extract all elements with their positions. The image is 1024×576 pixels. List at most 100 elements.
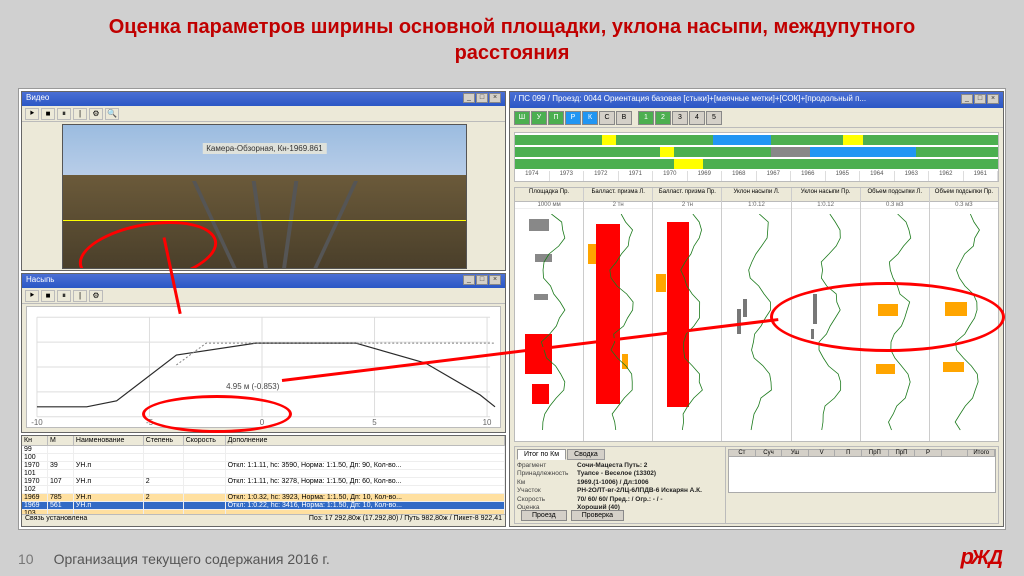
footer-text: Организация текущего содержания 2016 г. bbox=[54, 551, 330, 567]
table-column-header[interactable]: М bbox=[48, 436, 74, 445]
km-label: 1972 bbox=[584, 171, 619, 181]
info-buttons: Проезд Проверка bbox=[521, 510, 624, 521]
km-label: 1964 bbox=[860, 171, 895, 181]
rail-line bbox=[282, 181, 299, 269]
svg-text:-10: -10 bbox=[31, 418, 43, 427]
channel-toggle[interactable]: 2 bbox=[655, 111, 671, 125]
camera-titlebar: Видео _ □ × bbox=[22, 92, 505, 106]
strip-title: / ПС 099 / Проезд: 0044 Ориентация базов… bbox=[514, 94, 866, 106]
toolbar-button[interactable]: ■ bbox=[41, 108, 55, 120]
km-label: 1973 bbox=[550, 171, 585, 181]
action-button[interactable]: Проверка bbox=[571, 510, 624, 521]
maximize-icon[interactable]: □ bbox=[476, 93, 488, 103]
measurement-line bbox=[63, 220, 466, 221]
channel-toggle[interactable]: В bbox=[616, 111, 632, 125]
profile-titlebar: Насыпь _ □ × bbox=[22, 274, 505, 288]
profile-canvas: 4.95 м (-0.853) -10-50510 bbox=[26, 306, 501, 428]
channel-toggle[interactable]: 3 bbox=[672, 111, 688, 125]
km-label: 1966 bbox=[791, 171, 826, 181]
overview-km-labels: 1974197319721971197019691968196719661965… bbox=[515, 171, 998, 181]
profile-title: Насыпь bbox=[26, 275, 54, 287]
maximize-icon[interactable]: □ bbox=[974, 94, 986, 104]
table-column-header[interactable]: Дополнение bbox=[226, 436, 505, 445]
strip-column: Площадка Пр.1000 мм bbox=[515, 188, 584, 441]
channel-toggle[interactable]: Р bbox=[565, 111, 581, 125]
channel-toggle[interactable]: 4 bbox=[689, 111, 705, 125]
rzd-logo: ЖД bbox=[961, 544, 1002, 570]
table-row[interactable]: 99 bbox=[22, 446, 505, 454]
strip-column-header: Объем подсыпки Л. bbox=[861, 188, 929, 202]
camera-view: Камера-Обзорная, Кн-1969.861 bbox=[62, 124, 467, 269]
toolbar-button[interactable]: ■ bbox=[41, 290, 55, 302]
minimize-icon[interactable]: _ bbox=[961, 94, 973, 104]
toolbar-button[interactable]: ⏸ bbox=[57, 290, 71, 302]
strip-column-header: Объем подсыпки Пр. bbox=[930, 188, 998, 202]
table-column-header[interactable]: Скорость bbox=[184, 436, 226, 445]
toolbar-button[interactable]: ⯈ bbox=[25, 290, 39, 302]
table-column-header[interactable]: Наименование bbox=[74, 436, 144, 445]
camera-window: Видео _ □ × ⯈■⏸|⚙🔍 Камера-Обзорная, Кн-1… bbox=[21, 91, 506, 271]
window-buttons: _ □ × bbox=[463, 93, 501, 105]
info-tabs: Итог по КмСводка bbox=[517, 449, 723, 460]
info-tab[interactable]: Итог по Км bbox=[517, 449, 566, 460]
table-row[interactable]: 197039УН.пОткл: 1:1.11, hс: 3590, Норма:… bbox=[22, 462, 505, 470]
table-column-header[interactable]: Кн bbox=[22, 436, 48, 445]
table-column-header[interactable]: Степень bbox=[144, 436, 184, 445]
table-row[interactable]: 1970107УН.п2Откл: 1:1.11, hс: 3278, Норм… bbox=[22, 478, 505, 486]
close-icon[interactable]: × bbox=[489, 275, 501, 285]
km-label: 1974 bbox=[515, 171, 550, 181]
overview-strip: 1974197319721971197019691968196719661965… bbox=[514, 132, 999, 182]
toolbar-button[interactable]: 🔍 bbox=[105, 108, 119, 120]
toolbar-button[interactable]: ⏸ bbox=[57, 108, 71, 120]
strip-column: Балласт. призма Пр.2 тн bbox=[653, 188, 722, 441]
close-icon[interactable]: × bbox=[987, 94, 999, 104]
channel-toggle[interactable]: 1 bbox=[638, 111, 654, 125]
strip-column: Балласт. призма Л.2 тн bbox=[584, 188, 653, 441]
svg-text:5: 5 bbox=[372, 418, 377, 427]
info-tab[interactable]: Сводка bbox=[567, 449, 605, 460]
close-icon[interactable]: × bbox=[489, 93, 501, 103]
table-row[interactable]: 102 bbox=[22, 486, 505, 494]
camera-toolbar: ⯈■⏸|⚙🔍 bbox=[22, 106, 505, 122]
maximize-icon[interactable]: □ bbox=[476, 275, 488, 285]
camera-title: Видео bbox=[26, 93, 49, 105]
strip-column-header: Уклон насыпи Пр. bbox=[792, 188, 860, 202]
strip-titlebar: / ПС 099 / Проезд: 0044 Ориентация базов… bbox=[510, 92, 1003, 108]
annotation-ellipse bbox=[142, 395, 292, 433]
page-number: 10 bbox=[18, 551, 34, 567]
km-label: 1963 bbox=[895, 171, 930, 181]
km-label: 1965 bbox=[826, 171, 861, 181]
minimize-icon[interactable]: _ bbox=[463, 93, 475, 103]
window-buttons: _ □ × bbox=[961, 94, 999, 106]
minimize-icon[interactable]: _ bbox=[463, 275, 475, 285]
toolbar-button[interactable]: ⚙ bbox=[89, 108, 103, 120]
data-table: КнМНаименованиеСтепеньСкоростьДополнение… bbox=[21, 435, 506, 527]
table-row[interactable]: 1969561УН.пОткл: 1:0.22, hс: 3416, Норма… bbox=[22, 502, 505, 510]
svg-text:10: 10 bbox=[483, 418, 492, 427]
table-row[interactable]: 101 bbox=[22, 470, 505, 478]
toolbar-button[interactable]: ⯈ bbox=[25, 108, 39, 120]
toolbar-button[interactable]: | bbox=[73, 290, 87, 302]
rail-line bbox=[312, 181, 358, 269]
rail-line bbox=[252, 181, 269, 269]
km-label: 1968 bbox=[722, 171, 757, 181]
status-left: Связь установлена bbox=[25, 515, 87, 526]
table-row[interactable]: 1969785УН.п2Откл: 1:0.32, hс: 3923, Норм… bbox=[22, 494, 505, 502]
camera-caption: Камера-Обзорная, Кн-1969.861 bbox=[202, 143, 326, 154]
toolbar-button[interactable]: | bbox=[73, 108, 87, 120]
channel-toggle[interactable]: К bbox=[582, 111, 598, 125]
table-body: 99100197039УН.пОткл: 1:1.11, hс: 3590, Н… bbox=[22, 446, 505, 518]
channel-toggle[interactable]: Ш bbox=[514, 111, 530, 125]
km-label: 1967 bbox=[757, 171, 792, 181]
channel-toggle[interactable]: С bbox=[599, 111, 615, 125]
channel-toggle[interactable]: П bbox=[548, 111, 564, 125]
summary-grid: СтСучУшVППрППрПРИтого bbox=[728, 449, 996, 457]
action-button[interactable]: Проезд bbox=[521, 510, 567, 521]
channel-toggle[interactable]: У bbox=[531, 111, 547, 125]
info-rows: ФрагментСочи-Мацеста Путь: 2Принадлежнос… bbox=[517, 462, 723, 513]
strip-column-header: Балласт. призма Л. bbox=[584, 188, 652, 202]
profile-window: Насыпь _ □ × ⯈■⏸|⚙ 4.95 м (-0.853) -10-5… bbox=[21, 273, 506, 433]
table-row[interactable]: 100 bbox=[22, 454, 505, 462]
channel-toggle[interactable]: 5 bbox=[706, 111, 722, 125]
toolbar-button[interactable]: ⚙ bbox=[89, 290, 103, 302]
